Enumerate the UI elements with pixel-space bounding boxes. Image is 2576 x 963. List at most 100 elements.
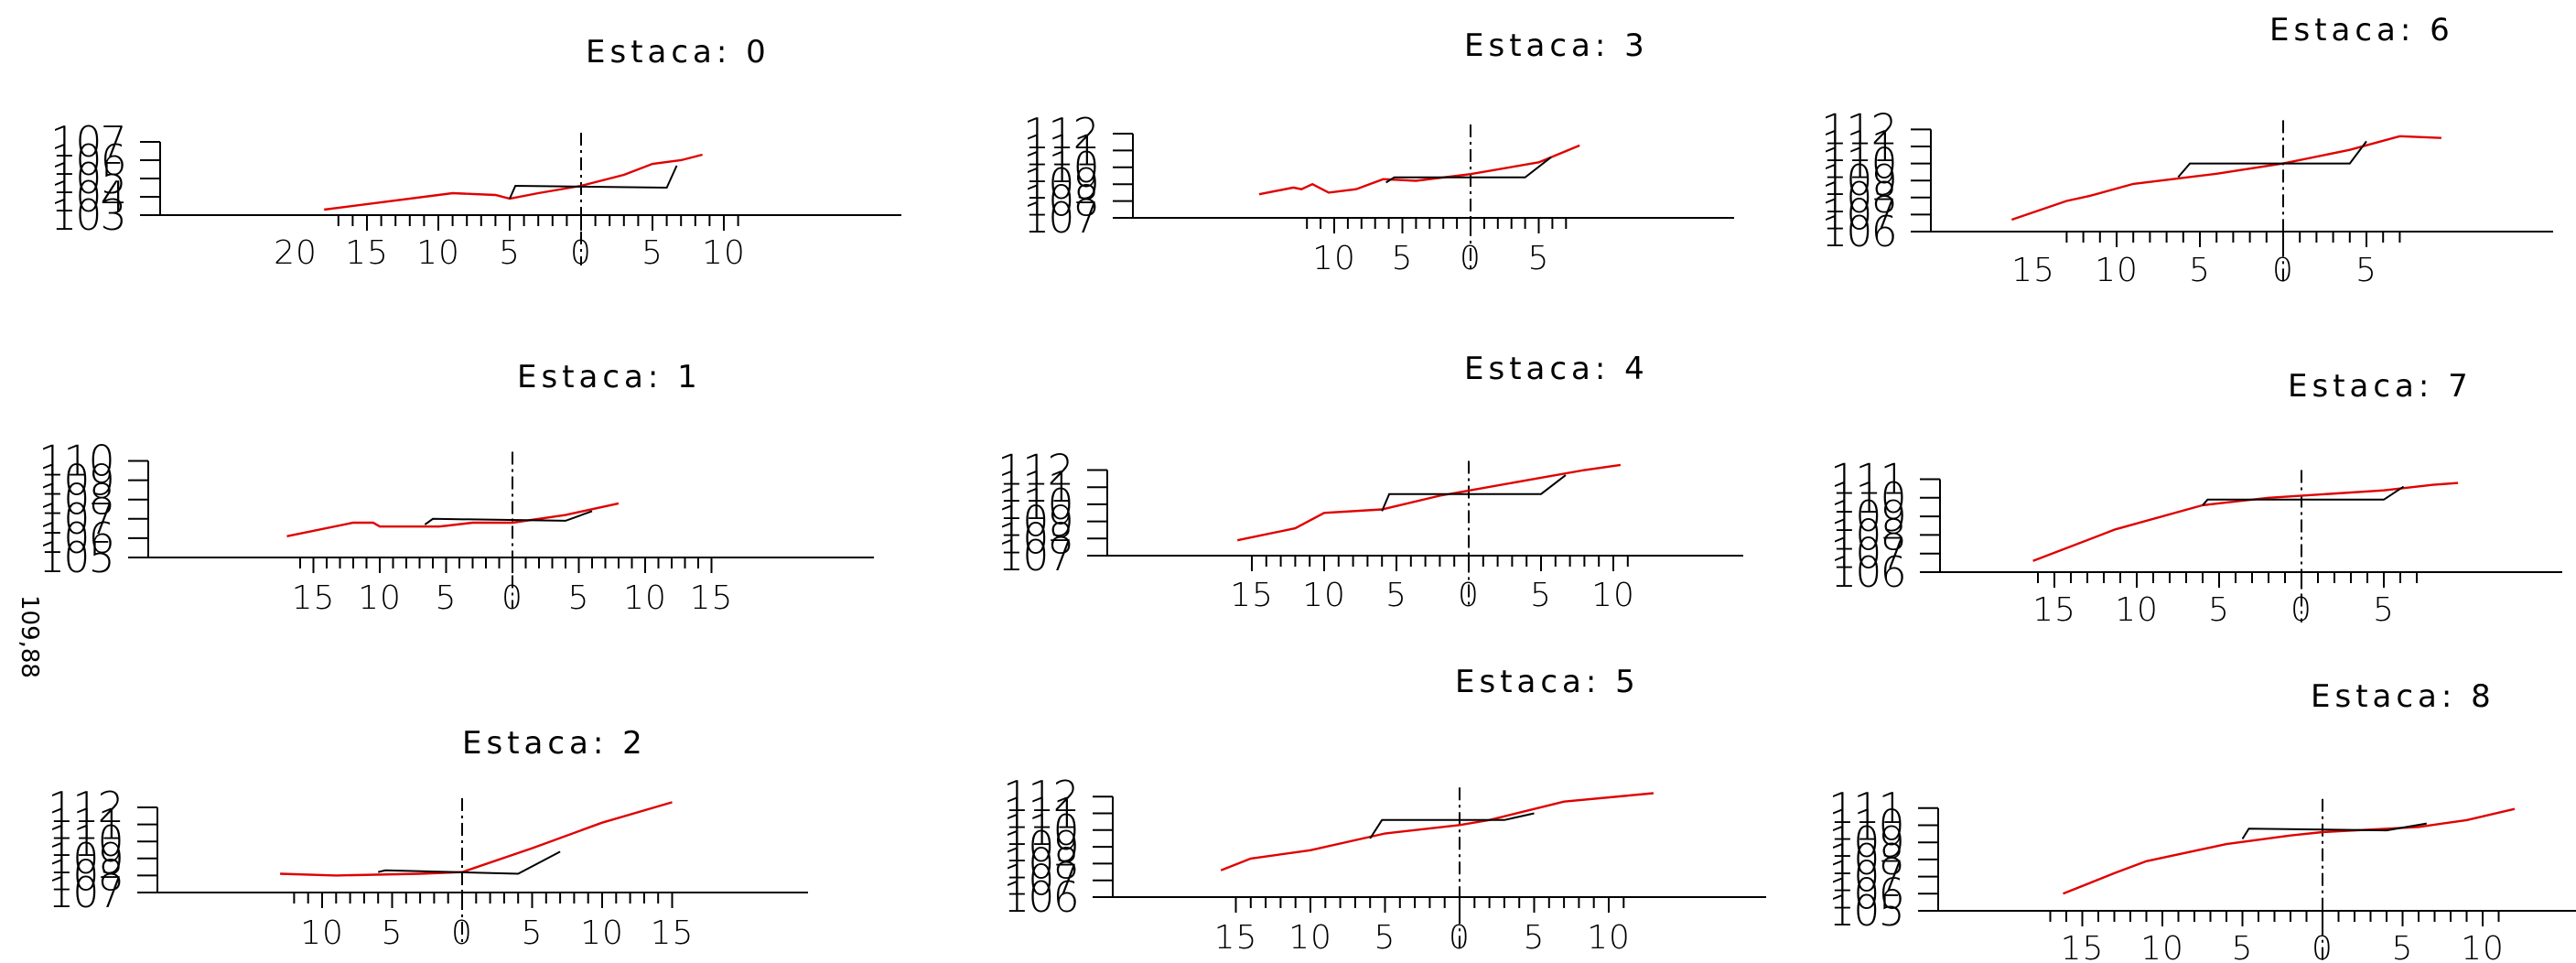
panel-title: Estaca: 7 [2288,368,2473,405]
elevation-label: 105 [1828,886,1903,936]
distance-label: 20 [274,234,318,272]
elevation-label: 109 [1830,492,1905,541]
distance-label: 15 [2061,930,2105,963]
elevation-label: 109 [1828,817,1903,867]
elevation-label: 108 [1003,839,1078,888]
elevation-label: 107 [1828,852,1903,902]
road-section-line [377,850,561,875]
elevation-label: 106 [1830,547,1905,597]
panel-title: Estaca: 1 [517,359,702,395]
road-section-line [2202,485,2405,506]
elevation-label: 110 [1821,139,1896,189]
panel-title: Estaca: 2 [462,725,647,762]
elevation-label: 107 [50,117,125,167]
elevation-label: 111 [1821,122,1896,171]
distance-label: 10 [2140,930,2184,963]
terrain-profile-line [1236,463,1622,542]
distance-label: 5 [2208,591,2230,629]
elevation-label: 111 [1828,784,1903,833]
distance-label: 10 [580,914,624,952]
elevation-label: 106 [1003,872,1078,922]
distance-label: 10 [702,234,746,272]
distance-label: 10 [358,579,402,617]
distance-label: 10 [1312,240,1356,277]
terrain-profile-line [2010,135,2441,222]
distance-label: 5 [2373,591,2395,629]
elevation-label: 110 [1023,143,1098,192]
elevation-label: 112 [1821,104,1896,154]
elevation-label: 110 [1828,801,1903,850]
distance-label: 5 [1528,240,1550,277]
distance-label: 5 [1524,919,1546,957]
distance-label: 10 [1587,919,1631,957]
distance-label: 5 [436,579,458,617]
road-section-line [1381,474,1567,512]
terrain-profile-line [2032,482,2459,562]
elevation-label: 110 [1003,806,1078,855]
terrain-profile-line [1220,792,1654,871]
distance-label: 5 [522,914,544,952]
road-section-line [2177,140,2367,179]
elevation-label: 105 [38,533,113,582]
terrain-profile-line [286,502,620,537]
distance-label: 0 [570,234,592,272]
distance-label: 10 [1288,919,1332,957]
terrain-profile-line [324,153,703,211]
elevation-label: 107 [997,531,1072,580]
elevation-label: 109 [48,834,123,883]
elevation-label: 107 [1003,856,1078,905]
elevation-label: 112 [48,783,123,832]
distance-label: 10 [1591,577,1635,614]
elevation-label: 110 [48,817,123,866]
elevation-label: 109 [38,456,113,505]
distance-label: 5 [382,914,404,952]
elevation-label: 108 [38,475,113,525]
elevation-label: 109 [997,497,1072,546]
distance-label: 15 [292,579,336,617]
elevation-label: 111 [997,462,1072,512]
distance-label: 5 [1530,577,1552,614]
distance-label: 0 [2312,930,2333,963]
distance-label: 0 [2272,252,2294,289]
elevation-label: 106 [1828,869,1903,918]
terrain-profile-line [1258,144,1580,196]
elevation-label: 108 [1023,177,1098,226]
road-section-line [2241,822,2427,840]
distance-label: 15 [345,234,389,272]
distance-label: 5 [568,579,590,617]
elevation-label: 108 [1830,510,1905,559]
elevation-label: 112 [997,446,1072,495]
elevation-label: 108 [997,514,1072,563]
distance-label: 10 [2095,252,2139,289]
elevation-label: 111 [1830,455,1905,504]
elevation-label: 103 [50,190,125,240]
terrain-profile-line [2063,807,2516,895]
panel-title: Estaca: 8 [2311,678,2495,715]
panel-title: Estaca: 6 [2269,12,2454,49]
distance-label: 10 [2461,930,2505,963]
elevation-label: 105 [50,154,125,203]
panel-title: Estaca: 4 [1464,351,1649,387]
elevation-label: 112 [1003,772,1078,821]
distance-label: 5 [2355,252,2377,289]
distance-label: 0 [451,914,473,952]
distance-label: 10 [416,234,460,272]
distance-label: 5 [1392,240,1414,277]
distance-label: 5 [2392,930,2414,963]
distance-label: 15 [651,914,695,952]
distance-label: 15 [2011,252,2055,289]
elevation-label: 111 [48,800,123,849]
elevation-label: 111 [1003,789,1078,839]
elevation-label: 109 [1023,159,1098,209]
elevation-label: 107 [38,494,113,544]
